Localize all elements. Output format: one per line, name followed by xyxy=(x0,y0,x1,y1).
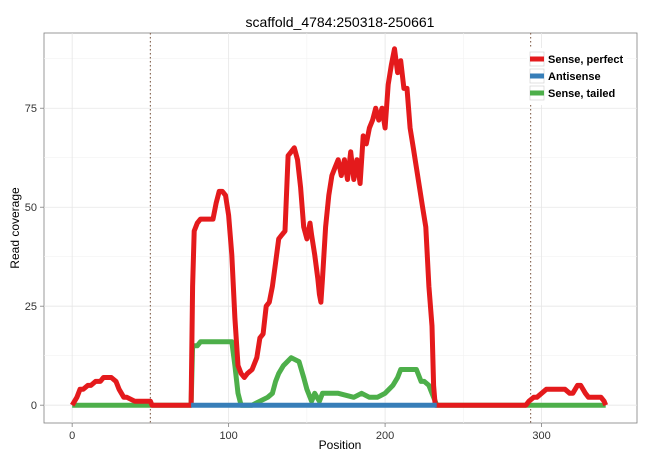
x-tick-label-3: 300 xyxy=(532,430,550,442)
y-axis-label: Read coverage xyxy=(8,187,22,269)
x-tick-label-2: 200 xyxy=(376,430,394,442)
chart-title: scaffold_4784:250318-250661 xyxy=(246,14,435,30)
y-tick-label-0: 0 xyxy=(31,400,37,412)
axes: 0 100 200 300 0 25 50 75 xyxy=(25,103,551,442)
legend-label-2: Sense, tailed xyxy=(548,88,615,100)
legend-label-0: Sense, perfect xyxy=(548,54,624,66)
y-tick-label-1: 25 xyxy=(25,301,37,313)
series-layer xyxy=(70,46,609,408)
x-axis-label: Position xyxy=(319,438,362,452)
y-tick-label-3: 75 xyxy=(25,103,37,115)
x-tick-label-1: 100 xyxy=(219,430,237,442)
legend: Sense, perfect Antisense Sense, tailed xyxy=(527,48,627,105)
series-line-2 xyxy=(72,339,606,408)
legend-label-1: Antisense xyxy=(548,71,601,83)
y-tick-label-2: 50 xyxy=(25,202,37,214)
x-tick-label-0: 0 xyxy=(69,430,75,442)
